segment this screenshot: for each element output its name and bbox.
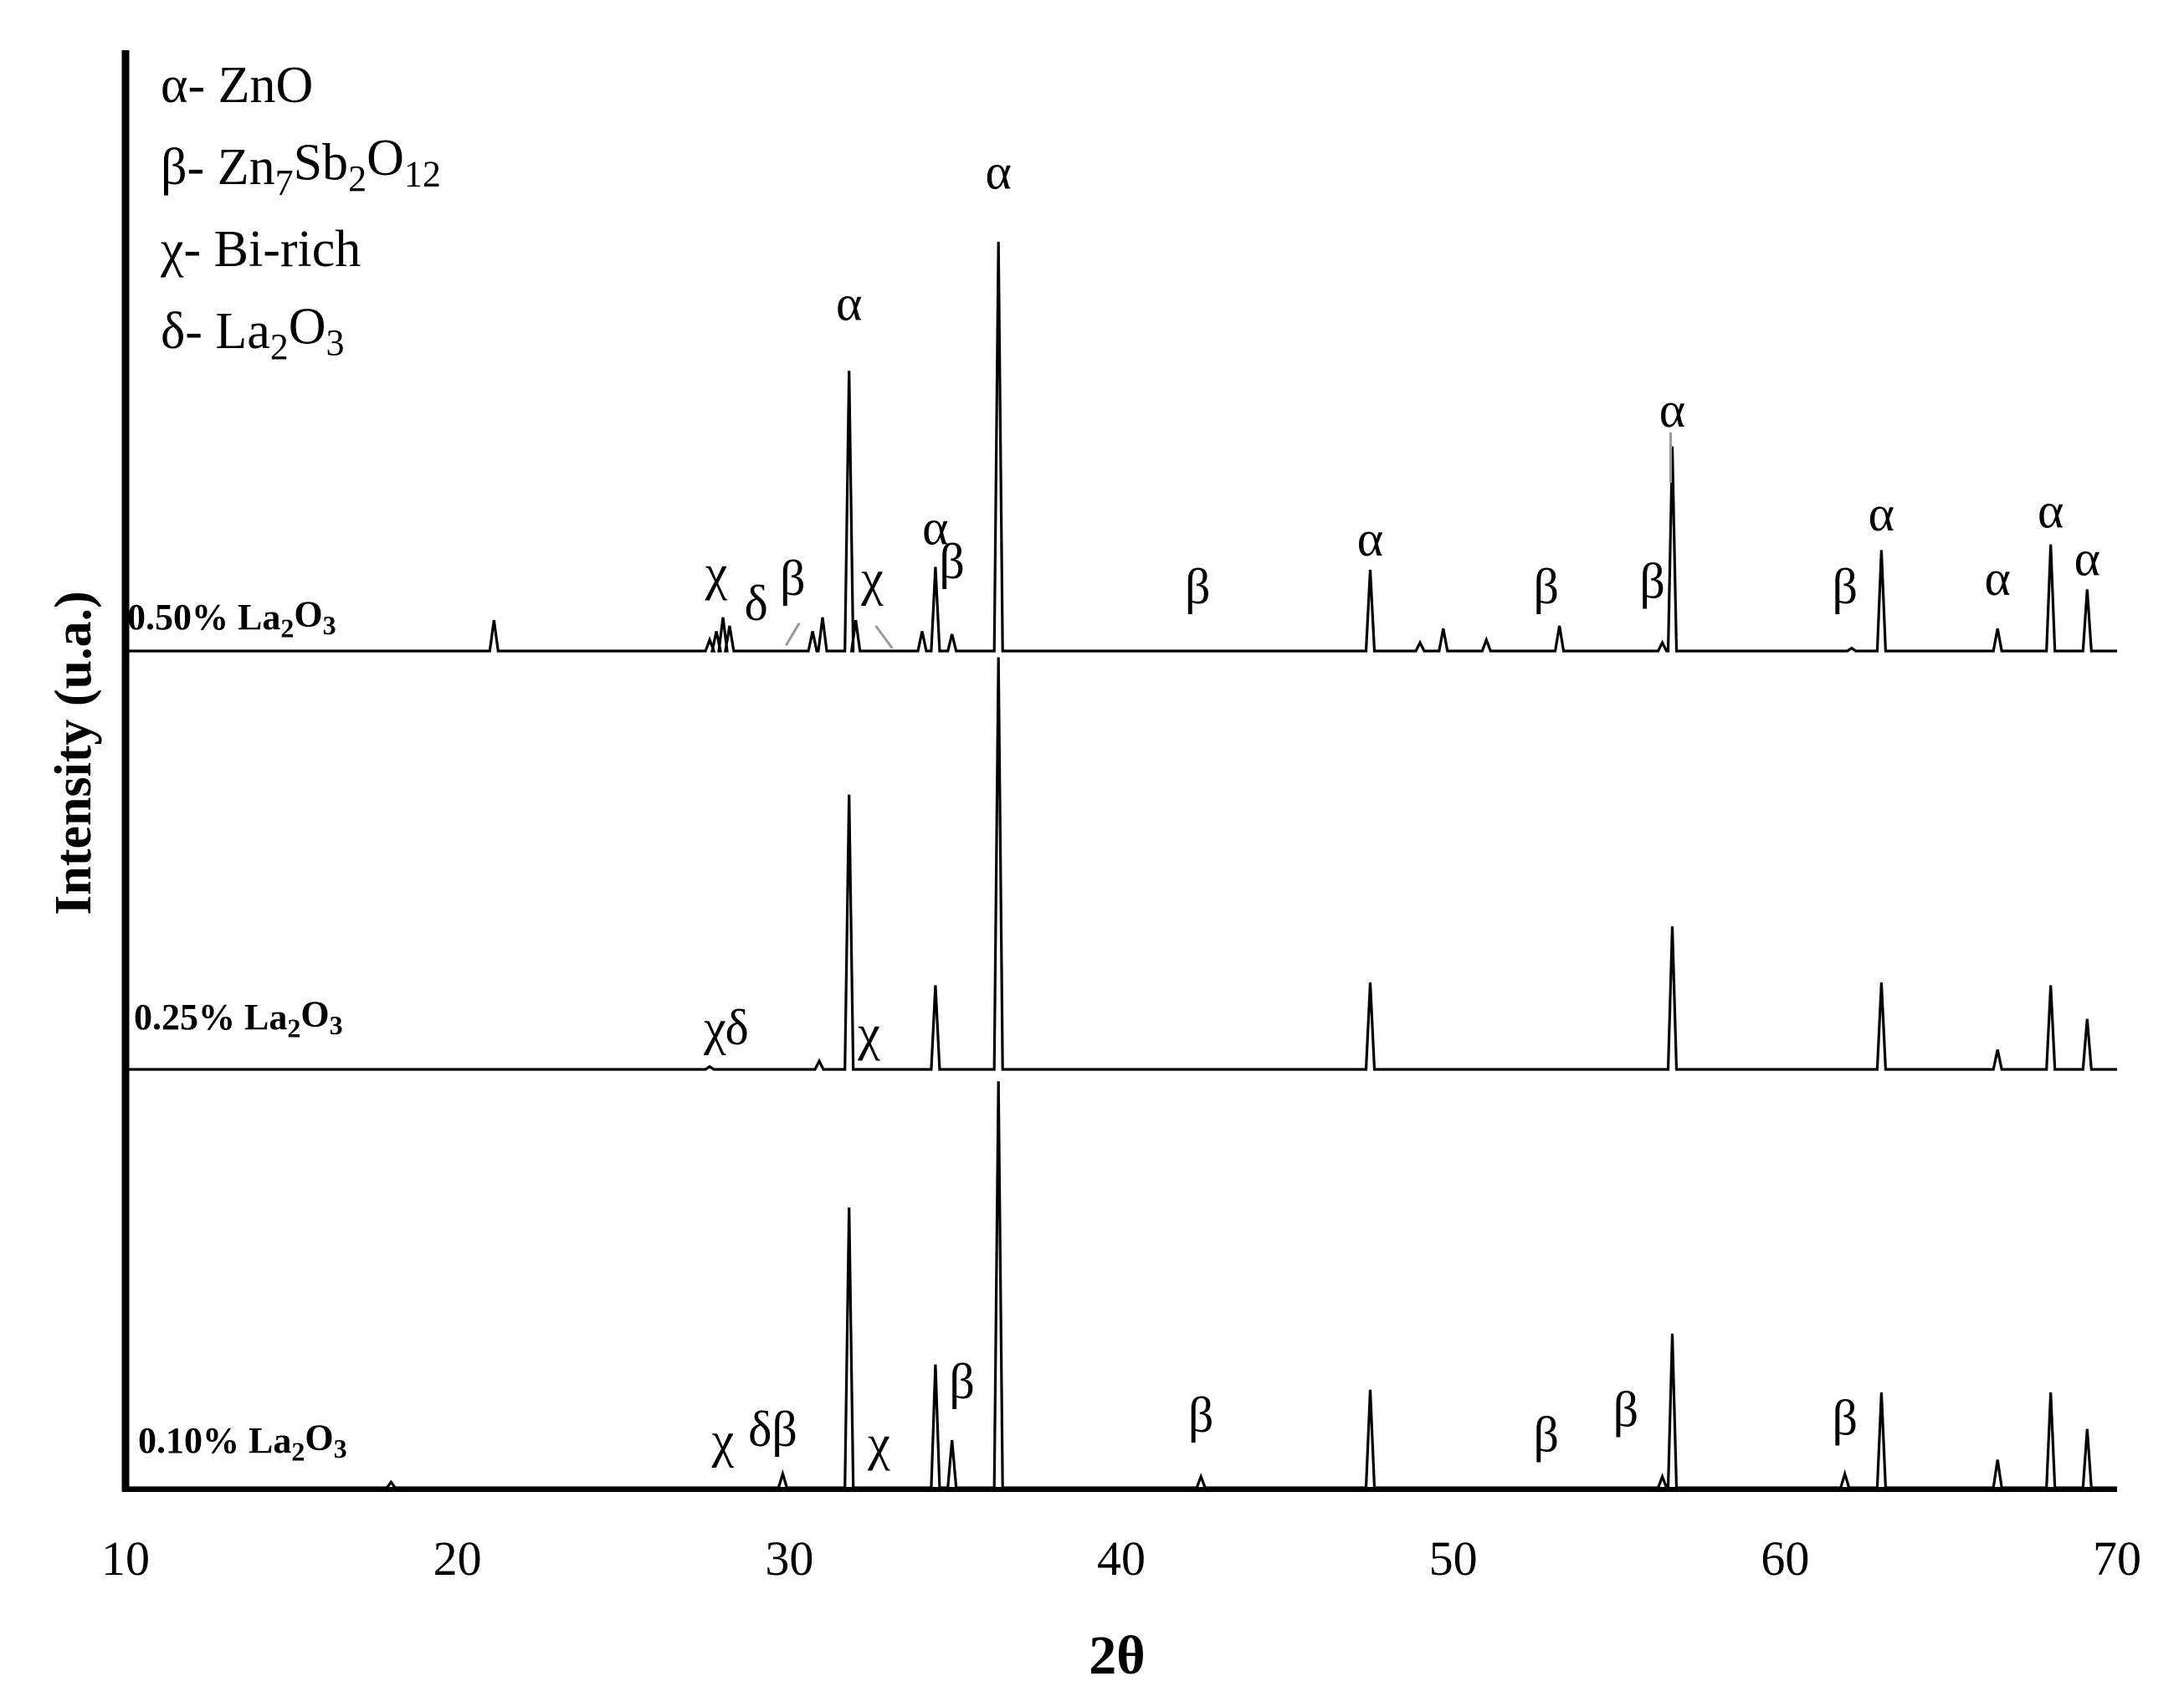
peak-label: β [1188, 1387, 1214, 1443]
peak-label: β [939, 534, 965, 589]
leader-line [785, 622, 801, 647]
leader-line [874, 624, 894, 649]
series-trace: 0.10% La2O3 χ δβ χββ β β β [126, 1081, 2117, 1489]
series-line [126, 241, 2117, 653]
peak-label: α [836, 276, 862, 331]
peak-label: β [1533, 559, 1559, 614]
peak-label: β [1832, 1390, 1858, 1445]
peak-label: α [2038, 484, 2064, 539]
peak-label: δ [745, 576, 768, 631]
legend-entry: χ- Bi-rich [160, 221, 361, 278]
peak-label: α [1659, 382, 1685, 438]
x-tick-label: 30 [765, 1531, 813, 1586]
series-line [126, 1081, 2117, 1489]
peak-label: χ [705, 545, 728, 600]
series-trace: 0.25% La2O3 χδ χ [126, 657, 2117, 1071]
peak-label: β [1185, 559, 1211, 614]
series-label: 0.10% La2O3 [138, 1417, 347, 1466]
legend-entry: δ- La2O3 [161, 299, 345, 368]
peak-label: α [1869, 486, 1894, 541]
peak-label: β [1533, 1407, 1559, 1462]
y-axis-label: Intensity (u.a.) [45, 591, 102, 915]
legend: α- ZnO β- Zn7Sb2O12 χ- Bi-rich δ- La2O3 [160, 57, 441, 367]
x-tick-label: 70 [2093, 1531, 2141, 1586]
x-tick-label: 10 [101, 1531, 150, 1586]
legend-entry: α- ZnO [161, 57, 313, 114]
peak-label: α [2074, 531, 2100, 587]
peak-label: χ [857, 1006, 880, 1061]
peak-label: β [949, 1354, 975, 1409]
x-tick-label: 20 [433, 1531, 482, 1586]
peak-label: α [986, 144, 1012, 199]
peak-label: β [780, 551, 806, 606]
peak-label: α [1357, 511, 1383, 566]
series-line [126, 657, 2117, 1071]
peak-label: β [1832, 559, 1858, 614]
x-tick-label: 60 [1761, 1531, 1809, 1586]
peak-label: β [1639, 553, 1665, 608]
x-tick-label: 40 [1097, 1531, 1146, 1586]
peak-label: δβ [748, 1402, 797, 1457]
x-tick-label: 50 [1429, 1531, 1478, 1586]
legend-entry: β- Zn7Sb2O12 [161, 130, 441, 203]
peak-label: α [1984, 551, 2010, 606]
peak-label: χ [867, 1416, 890, 1471]
x-axis-label: 2θ [1089, 1625, 1145, 1686]
peak-label: χ [860, 551, 884, 606]
peak-label: α [922, 500, 948, 556]
series-label: 0.50% La2O3 [127, 593, 336, 643]
series-label: 0.25% La2O3 [134, 993, 343, 1043]
peak-label: χ [711, 1412, 735, 1468]
peak-label: β [1613, 1382, 1639, 1437]
peak-label: χδ [703, 1000, 749, 1055]
